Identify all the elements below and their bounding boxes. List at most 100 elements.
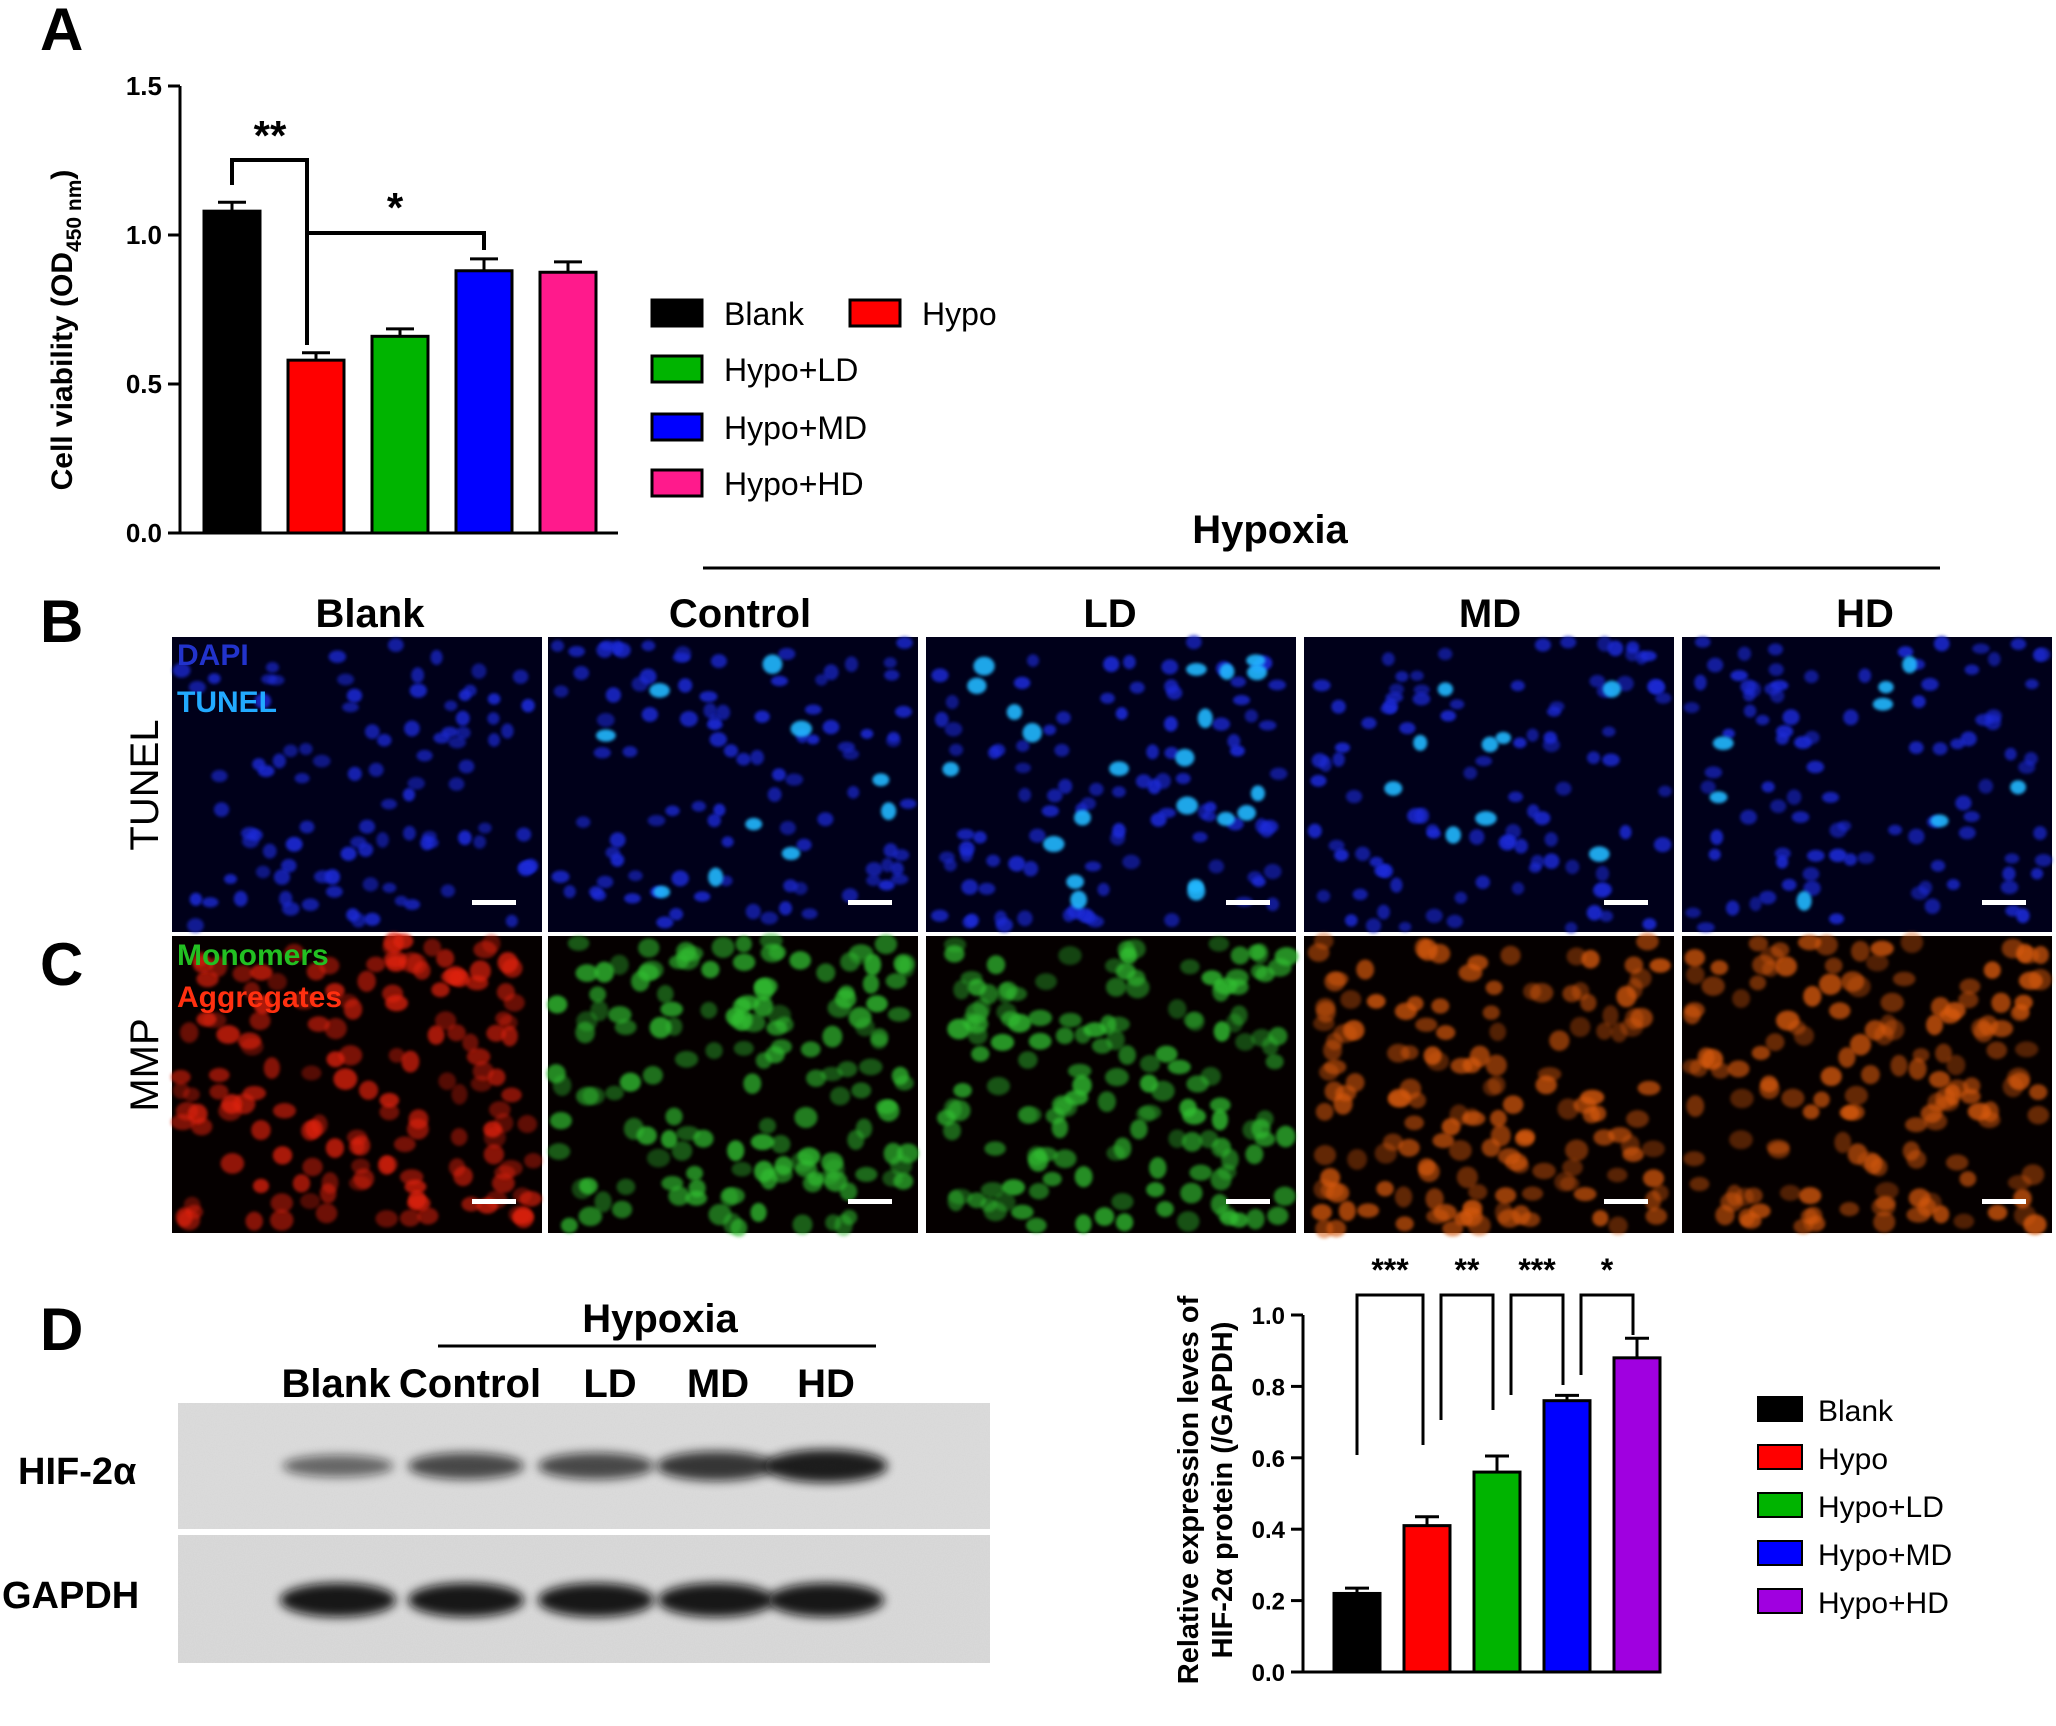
dapi-nucleus: [368, 762, 384, 777]
dapi-nucleus: [521, 698, 535, 713]
mmp-cell: [1748, 935, 1769, 952]
mmp-cell: [1849, 1033, 1872, 1056]
dapi-nucleus: [505, 914, 518, 928]
tunel-positive-nucleus: [2010, 780, 2027, 795]
dapi-nucleus: [1233, 694, 1251, 706]
mmp-cell: [2010, 1005, 2030, 1022]
mmp-cell: [253, 995, 273, 1015]
dapi-nucleus: [736, 752, 751, 766]
scale-bar: [1226, 900, 1270, 905]
mmp-cell: [250, 964, 273, 981]
mmp-cell: [642, 1065, 663, 1085]
tunel-positive-nucleus: [595, 729, 616, 742]
dapi-nucleus: [1258, 720, 1277, 731]
dapi-nucleus: [1381, 652, 1395, 666]
mmp-cell: [1130, 1119, 1148, 1140]
mmp-cell: [232, 965, 253, 983]
dapi-nucleus: [1908, 741, 1924, 755]
dapi-nucleus: [978, 882, 996, 895]
mmp-cell: [1511, 1205, 1531, 1225]
mmp-cell: [1111, 1193, 1134, 1211]
sig-label: *: [1601, 1252, 1614, 1288]
mmp-cell: [1115, 1213, 1134, 1232]
mmp-cell: [546, 1064, 566, 1084]
tunel-positive-nucleus: [1250, 785, 1265, 802]
mmp-cell: [1557, 1098, 1579, 1120]
dapi-nucleus: [986, 854, 1001, 867]
legend-label: Blank: [1818, 1395, 1894, 1428]
mmp-cell: [1779, 1184, 1801, 1201]
dapi-nucleus: [1316, 889, 1331, 903]
dapi-nucleus: [1374, 863, 1390, 877]
dapi-nucleus: [551, 870, 570, 883]
mmp-cell: [1967, 1102, 1992, 1121]
mmp-cell: [1028, 1009, 1053, 1026]
mmp-cell: [990, 1033, 1015, 1051]
legend-swatch: [650, 354, 704, 384]
dapi-nucleus: [233, 890, 248, 907]
blot-band-label-hif: HIF-2α: [18, 1451, 136, 1493]
mmp-cell: [1400, 1045, 1419, 1060]
bar-hypo-ld: [1472, 1470, 1522, 1674]
dapi-nucleus: [896, 636, 913, 649]
dapi-nucleus: [779, 820, 796, 835]
mmp-cell: [1844, 1085, 1868, 1106]
mmp-cell: [1448, 1140, 1472, 1161]
mmp-cell: [1011, 1204, 1034, 1220]
mmp-cell: [1485, 1054, 1507, 1077]
mmp-cell: [1521, 1186, 1544, 1201]
mmp-cell: [1316, 1001, 1336, 1023]
mmp-cell: [240, 1037, 264, 1056]
dapi-nucleus: [207, 673, 221, 684]
dapi-nucleus: [778, 901, 793, 916]
dapi-nucleus: [1597, 636, 1612, 652]
blot-lane-label: HD: [797, 1362, 855, 1406]
dapi-nucleus: [1960, 731, 1977, 747]
mmp-cell: [611, 1200, 633, 1219]
mmp-cell: [1818, 973, 1842, 995]
dapi-nucleus: [679, 710, 698, 727]
mmp-cell: [1097, 1091, 1116, 1113]
dapi-nucleus: [455, 710, 470, 726]
dapi-nucleus: [1377, 904, 1390, 920]
dapi-nucleus: [1958, 826, 1976, 840]
dapi-nucleus: [1655, 692, 1672, 704]
mmp-cell: [1274, 947, 1299, 966]
tunel-positive-nucleus: [1445, 826, 1462, 844]
tunel-positive-nucleus: [653, 885, 671, 899]
mmp-cell: [875, 1099, 897, 1115]
mmp-cell: [676, 1126, 701, 1141]
mmp-cell: [351, 1158, 371, 1174]
dapi-nucleus: [973, 831, 987, 844]
mmp-cell: [816, 963, 836, 983]
mmp-cell: [1149, 1157, 1167, 1179]
western-blot: Hypoxia Blank Control LD MD HD HIF-2α GAPDH: [2, 1297, 990, 1663]
dapi-nucleus: [188, 680, 206, 694]
dapi-nucleus: [960, 847, 973, 863]
dapi-nucleus: [1463, 766, 1478, 780]
dapi-nucleus: [860, 728, 874, 739]
mmp-cell: [980, 1182, 1005, 1198]
dapi-nucleus: [1227, 734, 1241, 749]
dapi-nucleus: [487, 693, 501, 705]
mmp-cell: [1689, 1176, 1710, 1192]
mmp-cell: [333, 1068, 358, 1090]
mmp-cell: [1566, 947, 1587, 966]
mmp-cell: [2015, 1041, 2039, 1058]
mmp-cell: [1760, 946, 1784, 965]
dapi-nucleus: [1352, 888, 1368, 901]
mmp-cell: [1863, 1153, 1883, 1175]
dapi-nucleus: [1761, 781, 1775, 793]
dapi-nucleus: [1097, 882, 1110, 897]
tunel-positive-nucleus: [1187, 879, 1204, 894]
mmp-cell: [1824, 957, 1843, 974]
dapi-nucleus: [641, 707, 659, 722]
mmp-cell: [1042, 1171, 1062, 1187]
tunel-positive-nucleus: [1878, 680, 1894, 694]
dapi-nucleus: [703, 702, 717, 719]
mmp-cell: [1641, 1140, 1665, 1158]
mmp-cell: [302, 1157, 323, 1177]
mmp-cell: [1261, 1036, 1279, 1056]
dapi-nucleus: [631, 676, 649, 692]
mmp-cell: [711, 936, 735, 958]
